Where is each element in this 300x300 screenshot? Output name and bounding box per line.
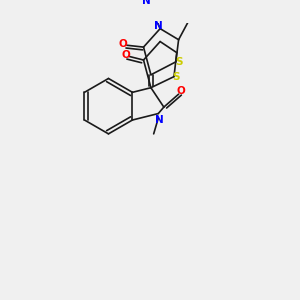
Text: O: O xyxy=(122,50,130,60)
Text: O: O xyxy=(177,86,186,96)
Text: N: N xyxy=(155,115,164,124)
Text: N: N xyxy=(154,21,162,32)
Text: N: N xyxy=(142,0,151,6)
Text: S: S xyxy=(175,57,182,67)
Text: S: S xyxy=(172,72,180,82)
Text: O: O xyxy=(119,39,128,49)
